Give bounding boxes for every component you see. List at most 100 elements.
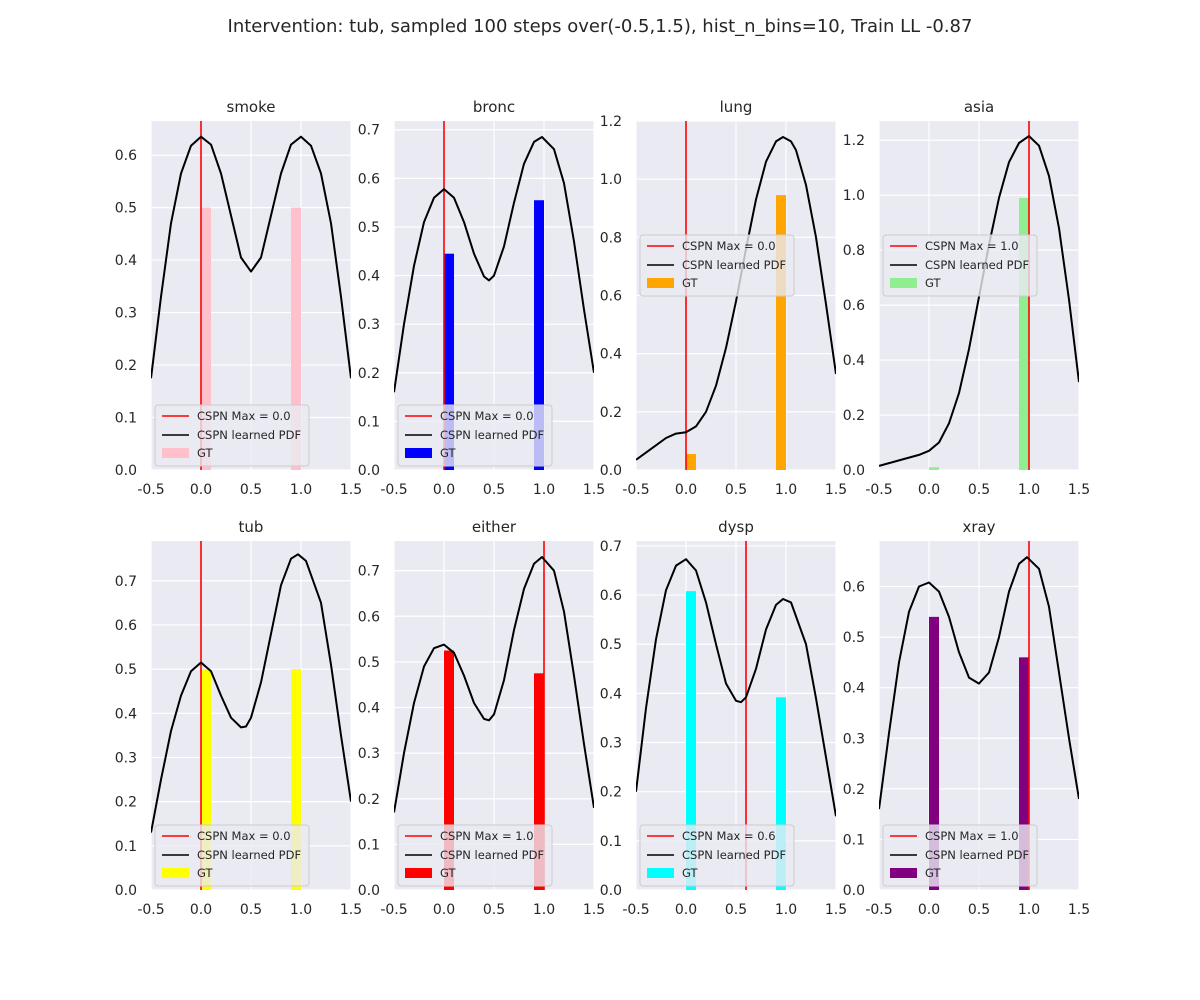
gt-bar [776, 195, 786, 470]
x-tick-label: -0.5 [137, 902, 164, 918]
subplot-xray: -0.5 0.0 0.5 1.0 1.50.00.10.20.30.40.50.6xra… [843, 518, 1090, 918]
legend-gt-swatch [405, 868, 432, 878]
y-tick-label: 0.6 [843, 580, 865, 596]
cspn-pdf-curve [151, 135, 351, 379]
gt-bar [291, 669, 301, 890]
legend-pdf-label: CSPN learned PDF [197, 848, 301, 862]
x-tick-label: -0.5 [622, 902, 649, 918]
legend-box [397, 824, 553, 887]
y-tick-label: 0.3 [115, 306, 137, 322]
y-tick-label: 0.2 [115, 795, 137, 811]
legend: CSPN Max = 0.0 CSPN learned PDF GT [154, 824, 310, 887]
y-tick-label: 0.2 [115, 358, 137, 374]
legend-pdf-label: CSPN learned PDF [682, 258, 786, 272]
legend: CSPN Max = 1.0 CSPN learned PDF GT [882, 234, 1038, 297]
y-tick-label: 0.2 [358, 366, 380, 382]
y-tick-label: 0.5 [358, 655, 380, 671]
legend-gt-swatch [405, 448, 432, 458]
cspn-pdf-curve [879, 556, 1079, 810]
x-tick-label: 0.5 [725, 902, 747, 918]
y-tick-label: 0.4 [358, 701, 380, 717]
y-tick-label: 0.3 [115, 750, 137, 766]
x-tick-label: -0.5 [865, 902, 892, 918]
legend-box [154, 824, 310, 887]
legend-max-label: CSPN Max = 0.0 [440, 409, 534, 423]
legend: CSPN Max = 0.0 CSPN learned PDF GT [639, 234, 795, 297]
figure-title: Intervention: tub, sampled 100 steps ove… [227, 16, 973, 37]
legend-gt-label: GT [197, 446, 214, 460]
y-tick-label: 0.4 [600, 347, 622, 363]
gt-bar [686, 591, 696, 890]
legend: CSPN Max = 1.0 CSPN learned PDF GT [882, 824, 1038, 887]
x-tick-label: 1.5 [1068, 902, 1090, 918]
y-tick-label: 0.2 [358, 792, 380, 808]
legend-max-label: CSPN Max = 0.0 [682, 239, 776, 253]
x-tick-label: 1.5 [583, 902, 605, 918]
x-tick-label: 1.5 [583, 482, 605, 498]
legend-pdf-label: CSPN learned PDF [925, 848, 1029, 862]
y-tick-label: 1.2 [600, 114, 622, 130]
legend-max-label: CSPN Max = 0.6 [682, 829, 776, 843]
y-tick-label: 0.6 [115, 618, 137, 634]
gt-bar [929, 467, 939, 470]
y-tick-label: 0.7 [115, 574, 137, 590]
y-tick-label: 0.8 [600, 230, 622, 246]
y-tick-label: 1.2 [843, 133, 865, 149]
gt-bar [534, 673, 544, 890]
x-tick-label: 0.5 [240, 482, 262, 498]
x-tick-label: 0.5 [483, 482, 505, 498]
x-tick-label: 0.0 [918, 482, 940, 498]
y-tick-label: 0.6 [358, 609, 380, 625]
y-tick-label: 0.0 [843, 883, 865, 899]
y-tick-label: 0.7 [358, 123, 380, 139]
legend-gt-label: GT [682, 276, 699, 290]
legend-pdf-label: CSPN learned PDF [197, 428, 301, 442]
cspn-pdf-curve [879, 135, 1079, 467]
y-tick-label: 0.0 [115, 463, 137, 479]
legend: CSPN Max = 0.0 CSPN learned PDF GT [154, 404, 310, 467]
y-tick-label: 0.0 [843, 463, 865, 479]
y-tick-label: 0.8 [843, 243, 865, 259]
x-tick-label: 1.5 [1068, 482, 1090, 498]
legend-gt-label: GT [440, 866, 457, 880]
legend: CSPN Max = 0.6 CSPN learned PDF GT [639, 824, 795, 887]
gt-bar [291, 207, 301, 470]
subplot-title: dysp [718, 518, 754, 536]
subplot-bronc: -0.5 0.0 0.5 1.0 1.50.00.10.20.30.40.50.60.7… [358, 98, 605, 498]
y-tick-label: 0.0 [358, 883, 380, 899]
y-tick-label: 1.0 [600, 172, 622, 188]
x-tick-label: 0.5 [483, 902, 505, 918]
legend-pdf-label: CSPN learned PDF [440, 428, 544, 442]
y-tick-label: 0.7 [600, 539, 622, 555]
x-tick-label: 1.0 [775, 482, 797, 498]
y-tick-label: 0.1 [115, 411, 137, 427]
legend-box [639, 234, 795, 297]
y-tick-label: 0.4 [600, 686, 622, 702]
x-tick-label: -0.5 [380, 482, 407, 498]
legend-gt-swatch [890, 868, 917, 878]
subplot-title: tub [239, 518, 264, 536]
legend-max-label: CSPN Max = 0.0 [197, 409, 291, 423]
y-tick-label: 0.4 [843, 681, 865, 697]
y-tick-label: 0.3 [843, 731, 865, 747]
legend-box [882, 234, 1038, 297]
y-tick-label: 0.1 [600, 834, 622, 850]
subplot-title: smoke [227, 98, 276, 116]
subplot-either: -0.5 0.0 0.5 1.0 1.50.00.10.20.30.40.50.60.7… [358, 518, 605, 918]
cspn-pdf-curve [151, 553, 351, 833]
y-tick-label: 0.0 [600, 883, 622, 899]
cspn-pdf-curve [394, 136, 594, 393]
legend-gt-label: GT [440, 446, 457, 460]
subplot-title: asia [964, 98, 994, 116]
legend-max-label: CSPN Max = 0.0 [197, 829, 291, 843]
gt-bar [201, 669, 211, 890]
y-tick-label: 0.1 [115, 839, 137, 855]
y-tick-label: 0.4 [358, 269, 380, 285]
legend-box [154, 404, 310, 467]
x-tick-label: -0.5 [865, 482, 892, 498]
x-tick-label: 0.5 [725, 482, 747, 498]
x-tick-label: 1.0 [1018, 902, 1040, 918]
y-tick-label: 0.3 [358, 746, 380, 762]
gt-bar [1019, 657, 1029, 890]
